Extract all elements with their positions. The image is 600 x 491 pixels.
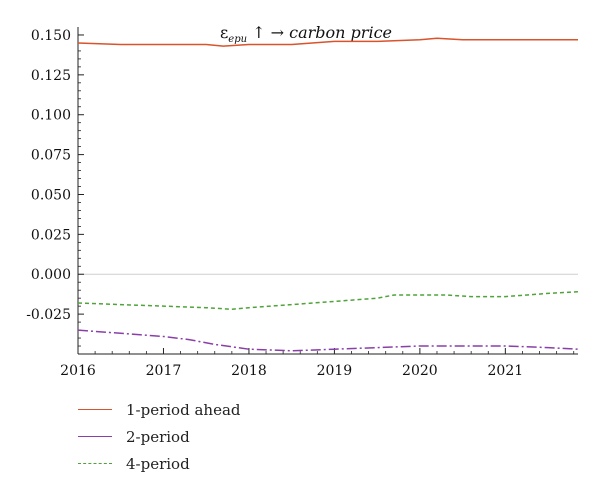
legend-label-4-period: 4-period [126,454,190,473]
x-tick-label: 2019 [317,363,353,379]
legend-swatch-2-period [78,436,112,437]
chart-title-main: ε [220,23,228,42]
series-line-3 [77,291,579,311]
legend-item-4-period: 4-period [78,450,241,477]
x-tick-label: 2020 [402,363,438,379]
legend: 1-period ahead 2-period 4-period [78,396,241,477]
x-tick-label: 2016 [60,363,96,379]
chart-title-subscript: epu [228,34,247,45]
y-tick-label: 0.075 [31,148,71,164]
series-line-2 [77,329,579,352]
legend-item-2-period: 2-period [78,423,241,450]
x-tick-label: 2021 [488,363,524,379]
chart-title: εepu ↑ → carbon price [220,23,392,45]
y-tick-label: 0.150 [31,28,71,44]
axes: 0.150 0.125 0.100 0.075 0.050 0.025 0.000 -0.02… [26,27,578,379]
chart-title-italic: carbon price [289,23,392,42]
legend-item-1-period: 1-period ahead [78,396,241,423]
chart-title-arrows: ↑ → [247,23,289,42]
legend-swatch-4-period [78,463,112,464]
chart: εepu ↑ → carbon price 0.150 0.125 0.100 0.0… [26,23,579,379]
y-tick-label: -0.025 [26,307,71,323]
y-tick-label: 0.125 [31,68,71,84]
y-tick-label: 0.025 [31,227,71,243]
legend-swatch-1-period [78,409,112,410]
series-line-1 [77,37,578,47]
series-layer [77,37,579,352]
x-tick-label: 2017 [146,363,182,379]
y-tick-label: 0.100 [31,108,71,124]
x-tick-label: 2018 [231,363,267,379]
y-tick-label: 0.050 [31,187,71,203]
legend-label-2-period: 2-period [126,427,190,446]
legend-label-1-period: 1-period ahead [126,400,241,419]
y-tick-label: 0.000 [31,267,71,283]
